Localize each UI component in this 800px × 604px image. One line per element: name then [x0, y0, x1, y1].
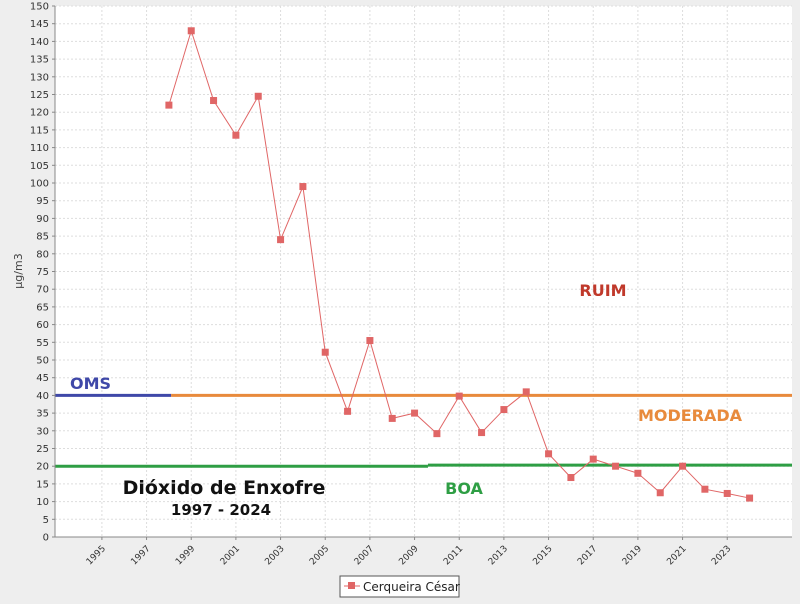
data-point [500, 406, 508, 414]
legend-box [339, 575, 460, 598]
data-point [455, 392, 463, 400]
reference-lines [55, 393, 792, 468]
y-tick-label: 80 [36, 249, 49, 260]
data-point [634, 469, 642, 477]
y-tick-label: 60 [36, 320, 49, 331]
data-point [723, 489, 731, 497]
y-tick-label: 145 [30, 19, 49, 30]
data-point [433, 430, 441, 438]
y-tick-label: 150 [30, 2, 49, 13]
y-tick-label: 50 [36, 356, 49, 367]
x-tick-label: 2017 [576, 544, 599, 567]
data-point [366, 337, 374, 345]
y-tick-label: 105 [30, 161, 49, 172]
data-point [187, 27, 195, 35]
grid [55, 5, 792, 537]
y-tick-label: 140 [30, 37, 49, 48]
y-tick-label: 85 [36, 232, 49, 243]
y-tick-label: 35 [36, 409, 49, 420]
data-point [656, 489, 664, 497]
y-tick-label: 110 [30, 143, 49, 154]
y-tick-label: 135 [30, 55, 49, 66]
x-tick-label: 2011 [442, 544, 465, 567]
data-point [522, 388, 530, 396]
data-point [679, 462, 687, 470]
y-tick-label: 0 [43, 533, 49, 544]
chart-title: Dióxido de Enxofre [123, 477, 326, 499]
y-tick-label: 15 [36, 479, 49, 490]
data-point [567, 474, 575, 482]
x-tick-label: 2007 [353, 544, 376, 567]
data-point [232, 131, 240, 139]
data-point [165, 101, 173, 109]
chart-subtitle: 1997 - 2024 [171, 501, 271, 519]
y-tick-label: 70 [36, 285, 49, 296]
data-point [277, 236, 285, 244]
y-tick-label: 30 [36, 426, 49, 437]
x-tick-label: 2005 [308, 544, 331, 567]
x-tick-label: 2001 [219, 544, 242, 567]
data-point [478, 429, 486, 437]
y-tick-label: 5 [43, 515, 49, 526]
y-tick-label: 90 [36, 214, 49, 225]
x-tick-labels: 1995 1997 1999 2001 2003 2005 2007 2009 2011 2013… [85, 537, 733, 567]
y-tick-label: 25 [36, 444, 49, 455]
data-point [210, 97, 218, 105]
ruim-label: RUIM [579, 281, 626, 300]
y-tick-label: 55 [36, 338, 49, 349]
x-tick-label: 2021 [665, 544, 688, 567]
data-point [746, 494, 754, 502]
y-tick-label: 20 [36, 462, 49, 473]
x-tick-label: 2003 [263, 544, 286, 567]
y-tick-label: 115 [30, 125, 49, 136]
y-tick-label: 120 [30, 108, 49, 119]
y-tick-label: 125 [30, 90, 49, 101]
legend: Cerqueira César [339, 575, 460, 598]
moderada-label: MODERADA [638, 406, 743, 425]
x-tick-label: 2023 [710, 544, 733, 567]
data-point [344, 407, 352, 415]
x-tick-label: 2015 [531, 544, 554, 567]
legend-marker-icon [348, 582, 355, 589]
y-tick-label: 65 [36, 302, 49, 313]
y-tick-label: 10 [36, 497, 49, 508]
x-tick-label: 2009 [397, 544, 420, 567]
x-tick-label: 1995 [85, 544, 108, 567]
data-point [388, 414, 396, 422]
y-tick-label: 75 [36, 267, 49, 278]
y-tick-labels: 0 5 10 15 20 25 30 35 40 45 50 55 60 65 70 75 80 85 90 95 10… [30, 2, 55, 544]
data-point [612, 462, 620, 470]
series-group [165, 27, 754, 502]
data-point [321, 348, 329, 356]
data-point [254, 92, 262, 100]
data-point [411, 409, 419, 417]
data-point [701, 485, 709, 493]
data-point [299, 183, 307, 191]
data-point [545, 450, 553, 458]
x-tick-label: 1997 [129, 544, 152, 567]
x-tick-label: 2013 [487, 544, 510, 567]
y-axis-label: µg/m3 [12, 253, 25, 288]
oms-label: OMS [70, 374, 111, 393]
x-tick-label: 2019 [621, 544, 644, 567]
y-tick-label: 45 [36, 373, 49, 384]
y-tick-label: 95 [36, 196, 49, 207]
legend-label: Cerqueira César [363, 580, 460, 594]
x-tick-label: 1999 [174, 544, 197, 567]
y-tick-label: 130 [30, 72, 49, 83]
boa-label: BOA [445, 479, 483, 498]
y-tick-label: 40 [36, 391, 49, 402]
y-tick-label: 100 [30, 179, 49, 190]
data-point [589, 455, 597, 463]
